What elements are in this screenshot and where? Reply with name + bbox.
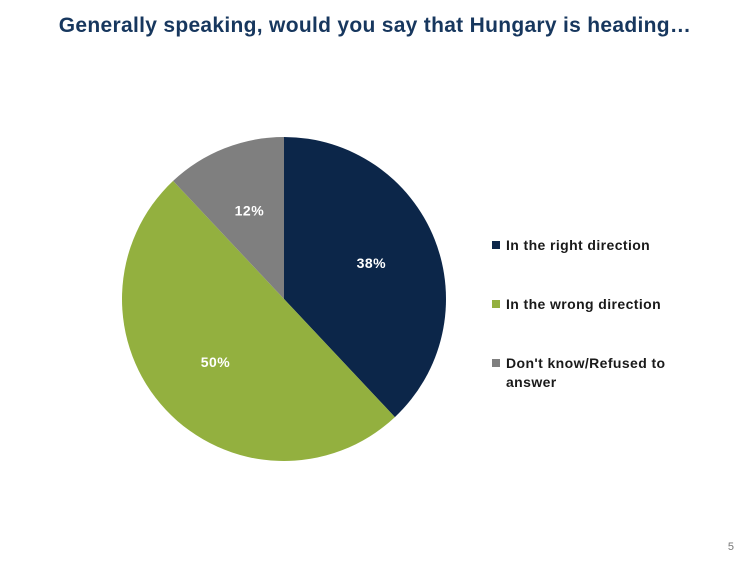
legend: In the right direction In the wrong direc… [492, 236, 672, 413]
pie-slice [284, 137, 446, 418]
data-label: 12% [235, 202, 265, 218]
data-label: 38% [357, 255, 387, 271]
legend-label: Don't know/Refused to answer [506, 355, 666, 390]
legend-swatch [492, 359, 500, 367]
pie-slice [121, 180, 395, 461]
legend-item: Don't know/Refused to answer [492, 354, 672, 413]
legend-swatch [492, 241, 500, 249]
pie-slice [173, 137, 284, 299]
page-number: 5 [727, 541, 734, 553]
legend-item: In the right direction [492, 236, 672, 295]
legend-swatch [492, 300, 500, 308]
data-label: 50% [201, 354, 231, 370]
chart-title: Generally speaking, would you say that H… [58, 14, 692, 37]
legend-item: In the wrong direction [492, 295, 672, 354]
legend-label: In the wrong direction [506, 296, 662, 312]
legend-label: In the right direction [506, 237, 651, 253]
